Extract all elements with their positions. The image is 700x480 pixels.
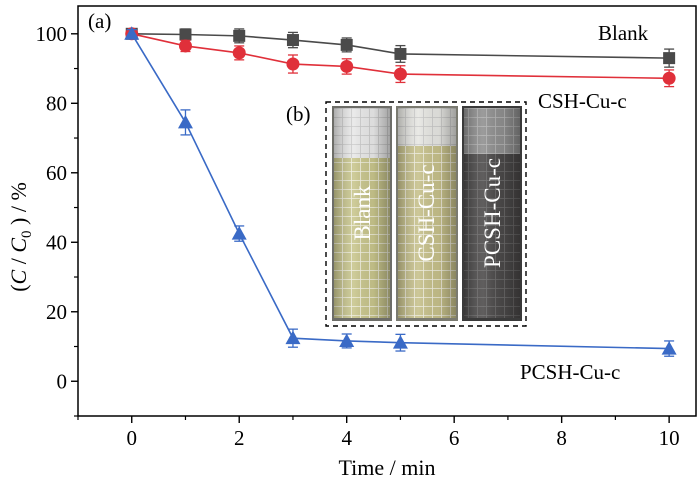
point-pcsh-3	[285, 330, 301, 345]
point-blank-2	[233, 29, 246, 42]
vial-label-csh: CSH-Cu-c	[414, 164, 439, 261]
vial-label-pcsh: PCSH-Cu-c	[480, 158, 505, 268]
point-csh-5	[393, 67, 407, 81]
y-axis-title: (C / C0 ) / %	[6, 182, 35, 292]
y-tick-label-3: 60	[46, 161, 67, 185]
point-pcsh-1	[177, 114, 193, 129]
x-axis-title: Time / min	[339, 455, 436, 480]
point-blank-6	[663, 52, 676, 65]
point-csh-6	[662, 71, 676, 85]
series-csh	[125, 27, 676, 88]
point-pcsh-6	[661, 341, 677, 355]
x-tick-label-2: 4	[341, 426, 352, 450]
point-pcsh-0	[124, 26, 140, 40]
x-tick-label-5: 10	[659, 426, 680, 450]
x-tick-label-4: 8	[556, 426, 567, 450]
panel-label-a: (a)	[88, 9, 111, 33]
y-tick-label-4: 80	[46, 91, 67, 115]
series-label-pcsh: PCSH-Cu-c	[520, 360, 620, 384]
series-label-csh: CSH-Cu-c	[538, 89, 627, 113]
point-blank-4	[340, 38, 353, 51]
x-tick-label-3: 6	[449, 426, 460, 450]
plot-frame	[77, 5, 697, 417]
point-csh-4	[340, 59, 354, 73]
point-pcsh-4	[339, 333, 355, 347]
point-pcsh-5	[392, 335, 408, 349]
x-tick-label-0: 0	[126, 426, 137, 450]
point-blank-3	[286, 34, 299, 47]
inset-photo: Blank CSH-Cu-c PCSH-Cu-c (b)	[286, 101, 527, 327]
point-csh-3	[286, 57, 300, 71]
vial-csh: CSH-Cu-c	[396, 106, 458, 321]
series-label-blank: Blank	[598, 21, 649, 45]
series-pcsh	[124, 26, 677, 357]
y-tick-label-0: 0	[57, 369, 68, 393]
vial-pcsh: PCSH-Cu-c	[462, 106, 522, 321]
y-tick-label-1: 20	[46, 300, 67, 324]
panel-label-b: (b)	[286, 102, 311, 126]
y-tick-label-5: 100	[36, 22, 68, 46]
x-tick-label-1: 2	[234, 426, 245, 450]
y-tick-label-2: 40	[46, 230, 67, 254]
point-csh-1	[178, 39, 192, 53]
point-csh-2	[232, 46, 246, 60]
point-pcsh-2	[231, 226, 247, 240]
vial-blank: Blank	[332, 106, 392, 321]
vial-label-blank: Blank	[350, 185, 375, 240]
point-blank-5	[394, 47, 407, 60]
series-blank	[125, 27, 676, 68]
point-blank-1	[179, 28, 192, 41]
